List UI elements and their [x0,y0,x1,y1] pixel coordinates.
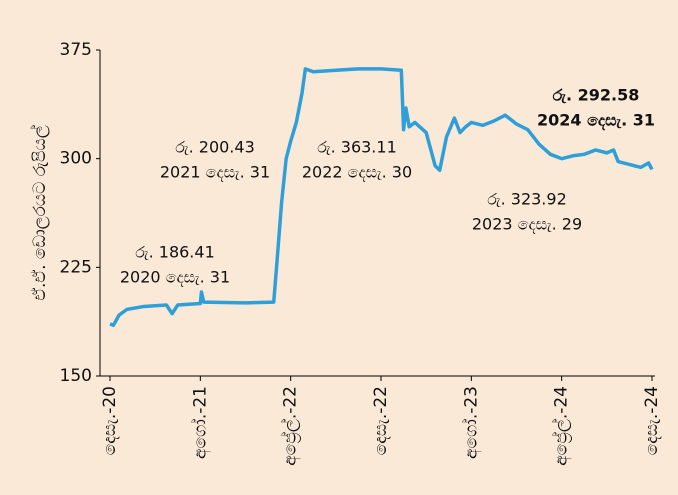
y-tick-label: 375 [60,40,92,60]
annotation: 2021 දෙසැ. 31 [160,163,270,182]
annotation: රු. 292.58 [553,86,640,105]
line-series [109,67,654,328]
x-tick-label: දෙසැ.-22 [371,386,391,455]
annotation: රු. 186.41 [135,243,215,262]
x-tick-label: අප්‍රේල්.-22 [280,386,301,466]
annotation: රු. 363.11 [317,138,397,157]
y-axis-label: ඒ.ඒ. ඩොලරයට රුපියල් [30,125,50,300]
x-tick-label: දෙසැ.-24 [642,386,662,455]
annotation: 2023 දෙසැ. 29 [472,215,582,234]
x-tick-label: අප්‍රේල්.-24 [551,386,572,466]
x-tick-label: අගෝ.-21 [190,386,211,459]
annotation: රු. 323.92 [487,190,567,209]
y-tick-label: 300 [60,149,92,169]
annotation: 2020 දෙසැ. 31 [120,268,230,287]
x-tick-label: දෙසැ.-20 [100,386,120,455]
annotation: රු. 200.43 [175,138,255,157]
annotation: 2022 දෙසැ. 30 [302,163,412,182]
x-tick-label: අගෝ.-23 [461,386,482,459]
y-tick-label: 150 [60,366,92,386]
y-tick-label: 225 [60,257,92,277]
annotation: 2024 දෙසැ. 31 [537,111,655,131]
